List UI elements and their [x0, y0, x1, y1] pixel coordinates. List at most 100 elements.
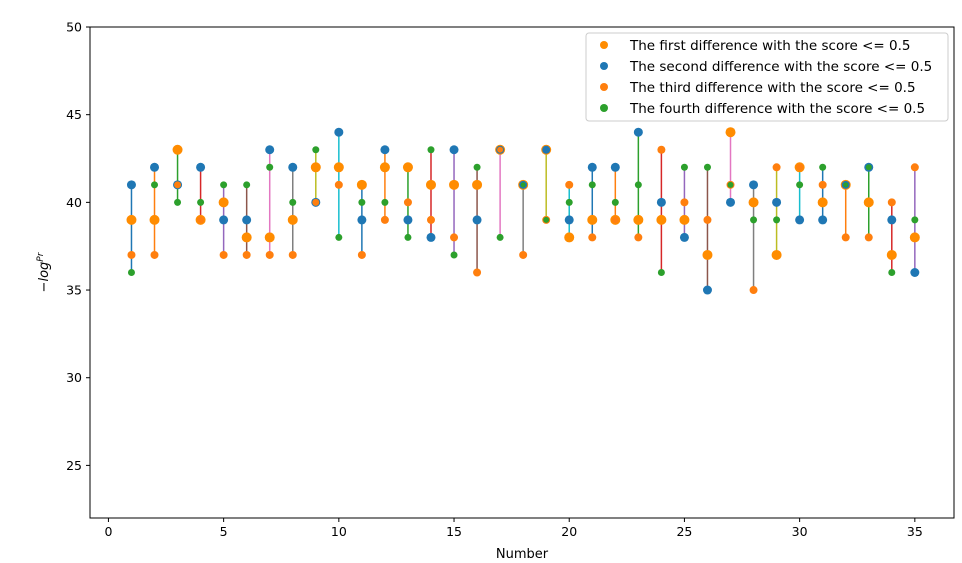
data-point — [174, 181, 182, 189]
data-point — [656, 214, 667, 225]
x-tick-label: 35 — [907, 524, 923, 539]
data-point — [887, 198, 896, 207]
data-point — [334, 127, 344, 137]
data-point — [748, 197, 759, 208]
data-point — [819, 163, 827, 171]
legend-marker — [600, 104, 608, 112]
data-point — [703, 215, 712, 224]
data-point — [403, 198, 412, 207]
data-point — [334, 180, 343, 189]
data-point — [172, 144, 183, 155]
data-point — [818, 215, 828, 225]
data-point — [450, 251, 458, 259]
data-point — [864, 233, 873, 242]
plot-frame — [89, 26, 955, 519]
data-point — [357, 250, 366, 259]
data-point — [909, 232, 920, 243]
x-tick-label: 15 — [446, 524, 462, 539]
data-point — [380, 215, 389, 224]
data-point — [611, 198, 619, 206]
x-tick-label: 20 — [561, 524, 577, 539]
data-point — [449, 179, 460, 190]
data-point — [310, 162, 321, 173]
data-point — [679, 214, 690, 225]
data-point — [910, 268, 920, 277]
data-point — [725, 127, 736, 138]
data-point — [656, 197, 666, 207]
data-point — [564, 232, 575, 243]
data-point — [750, 216, 758, 224]
data-point — [242, 250, 251, 259]
data-point — [472, 215, 482, 225]
data-point — [587, 162, 597, 172]
data-point — [380, 145, 390, 155]
data-point — [796, 181, 804, 189]
data-point — [289, 198, 297, 206]
data-point — [702, 249, 713, 260]
data-point — [425, 179, 436, 190]
data-point — [197, 198, 205, 206]
data-point — [242, 215, 252, 225]
y-axis-label-base: −log — [37, 262, 52, 293]
data-point — [634, 233, 643, 242]
data-point — [611, 216, 619, 224]
data-point — [403, 215, 413, 225]
data-point — [265, 250, 274, 259]
data-point — [149, 214, 160, 225]
data-point — [404, 233, 412, 241]
x-tick-label: 0 — [104, 524, 112, 539]
data-point — [426, 215, 435, 224]
data-point — [887, 215, 897, 225]
legend-entry: The first difference with the score <= 0… — [629, 38, 910, 54]
data-point — [679, 232, 689, 242]
data-point — [911, 216, 919, 224]
x-tick-label: 25 — [676, 524, 692, 539]
plot-lines — [130, 132, 916, 291]
data-point — [174, 198, 182, 206]
data-point — [565, 180, 574, 189]
data-point — [427, 146, 435, 154]
data-point — [657, 269, 665, 276]
data-point — [312, 198, 320, 206]
data-point — [287, 214, 298, 225]
data-point — [587, 214, 598, 225]
data-point — [197, 216, 205, 224]
legend-box — [585, 32, 949, 122]
data-point — [749, 180, 759, 190]
legend-marker — [600, 62, 608, 70]
data-point — [542, 145, 551, 154]
data-point — [243, 181, 251, 189]
data-point — [795, 215, 805, 225]
data-point — [520, 182, 526, 188]
data-point — [657, 145, 666, 154]
data-point — [773, 216, 781, 224]
data-point — [726, 197, 736, 207]
data-point — [358, 198, 366, 206]
data-point — [519, 250, 528, 259]
x-axis: 0 5 10 15 20 25 30 35 — [104, 518, 923, 539]
data-point — [497, 146, 504, 153]
data-point — [749, 286, 758, 295]
y-tick-label: 30 — [66, 370, 82, 385]
data-point — [150, 250, 159, 259]
data-point — [335, 233, 343, 241]
x-tick-label: 5 — [220, 524, 228, 539]
data-point — [379, 162, 390, 173]
data-point — [841, 233, 850, 242]
data-point — [565, 198, 573, 206]
data-point — [356, 179, 367, 190]
data-point — [219, 250, 228, 259]
x-tick-label: 10 — [331, 524, 347, 539]
data-point — [196, 162, 206, 172]
data-point — [888, 269, 896, 276]
x-axis-label: Number — [496, 547, 549, 562]
data-point — [150, 162, 160, 172]
data-point — [496, 233, 504, 241]
data-point — [818, 180, 827, 189]
data-point — [727, 181, 734, 188]
legend-entry: The second difference with the score <= … — [629, 59, 932, 75]
data-point — [127, 250, 136, 259]
data-point — [266, 163, 274, 171]
data-point — [543, 216, 550, 223]
